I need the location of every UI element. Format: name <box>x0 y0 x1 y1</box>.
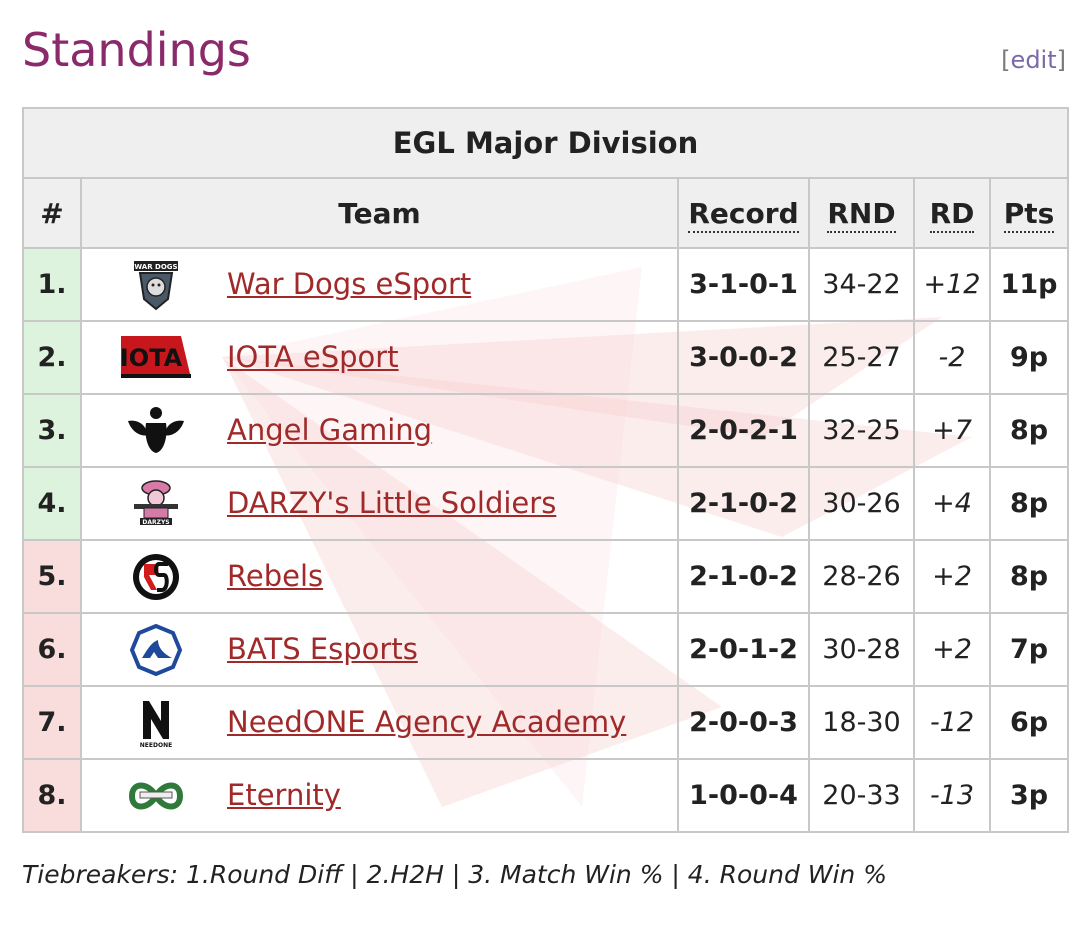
table-caption: EGL Major Division <box>21 107 1070 179</box>
tiebreakers-note: Tiebreakers: 1.Round Diff | 2.H2H | 3. M… <box>22 860 887 889</box>
edit-section-link-wrap: [edit] <box>1001 46 1066 74</box>
svg-text:NEEDONE: NEEDONE <box>140 742 172 749</box>
iota-logo-icon[interactable]: IOTA <box>116 332 196 384</box>
team-cell: Rebels <box>80 539 679 614</box>
pts-cell: 3p <box>988 758 1070 833</box>
rd-cell: +2 <box>913 612 991 687</box>
rd-cell: -13 <box>913 758 991 833</box>
table-header-row: # Team Record RND RD Pts <box>22 177 1070 249</box>
rd-cell: +2 <box>913 539 991 614</box>
col-header-record[interactable]: Record <box>677 177 810 249</box>
col-header-team: Team <box>80 177 679 249</box>
rebels-logo-icon[interactable] <box>116 551 196 603</box>
team-link[interactable]: DARZY's Little Soldiers <box>227 486 557 520</box>
team-link[interactable]: NeedONE Agency Academy <box>227 705 627 739</box>
rd-cell: +7 <box>913 393 991 468</box>
rank-cell: 4. <box>22 466 82 541</box>
pts-cell: 8p <box>988 466 1070 541</box>
svg-text:WAR DOGS: WAR DOGS <box>134 263 177 271</box>
eternity-logo-icon[interactable] <box>116 770 196 822</box>
needone-logo-icon[interactable]: NEEDONE <box>116 697 196 749</box>
team-link[interactable]: Rebels <box>227 559 324 593</box>
war-dogs-logo-icon[interactable]: WAR DOGS <box>116 259 196 311</box>
rnd-cell: 28-26 <box>808 539 915 614</box>
table-row: 8. Eternity 1-0-0-4 20-33 -13 3p <box>22 758 1070 833</box>
rank-cell: 2. <box>22 320 82 395</box>
team-cell: WAR DOGS War Dogs eSport <box>80 247 679 322</box>
team-cell: BATS Esports <box>80 612 679 687</box>
record-cell: 2-1-0-2 <box>677 466 810 541</box>
rank-cell: 7. <box>22 685 82 760</box>
rank-cell: 1. <box>22 247 82 322</box>
bats-logo-icon[interactable] <box>116 624 196 676</box>
pts-cell: 9p <box>988 320 1070 395</box>
standings-table-wrap: EGL Major Division # Team Record RND RD … <box>21 107 1070 849</box>
table-row: 4. DARZYS DARZY's Little Soldiers 2-1-0-… <box>22 466 1070 541</box>
page-title: Standings <box>22 23 251 77</box>
col-header-rnd[interactable]: RND <box>808 177 915 249</box>
rnd-cell: 20-33 <box>808 758 915 833</box>
pts-cell: 8p <box>988 539 1070 614</box>
team-link[interactable]: Angel Gaming <box>227 413 433 447</box>
rank-cell: 6. <box>22 612 82 687</box>
rd-cell: +4 <box>913 466 991 541</box>
record-cell: 2-0-1-2 <box>677 612 810 687</box>
table-row: 7. NEEDONE NeedONE Agency Academy 2-0-0-… <box>22 685 1070 760</box>
record-cell: 1-0-0-4 <box>677 758 810 833</box>
team-link[interactable]: BATS Esports <box>227 632 418 666</box>
team-cell: Eternity <box>80 758 679 833</box>
rnd-cell: 32-25 <box>808 393 915 468</box>
darzys-logo-icon[interactable]: DARZYS <box>116 478 196 530</box>
pts-cell: 11p <box>988 247 1070 322</box>
team-link[interactable]: War Dogs eSport <box>227 267 472 301</box>
angel-gaming-logo-icon[interactable] <box>116 405 196 457</box>
rd-cell: +12 <box>913 247 991 322</box>
rnd-cell: 30-28 <box>808 612 915 687</box>
pts-cell: 6p <box>988 685 1070 760</box>
rd-cell: -2 <box>913 320 991 395</box>
table-row: 6. BATS Esports 2-0-1-2 30-28 +2 7p <box>22 612 1070 687</box>
team-cell: Angel Gaming <box>80 393 679 468</box>
edit-link[interactable]: edit <box>1010 46 1057 74</box>
pts-cell: 7p <box>988 612 1070 687</box>
table-row: 2. IOTA IOTA eSport 3-0-0-2 25-27 -2 9p <box>22 320 1070 395</box>
col-header-rd[interactable]: RD <box>913 177 991 249</box>
rd-cell: -12 <box>913 685 991 760</box>
table-row: 3. Angel Gaming 2-0-2-1 32-25 +7 8p <box>22 393 1070 468</box>
col-header-pts[interactable]: Pts <box>988 177 1070 249</box>
team-cell: IOTA IOTA eSport <box>80 320 679 395</box>
team-cell: DARZYS DARZY's Little Soldiers <box>80 466 679 541</box>
table-row: 1. WAR DOGS War Dogs eSport 3-1-0-1 34-2… <box>22 247 1070 322</box>
record-cell: 2-0-2-1 <box>677 393 810 468</box>
record-cell: 2-0-0-3 <box>677 685 810 760</box>
rnd-cell: 34-22 <box>808 247 915 322</box>
rnd-cell: 30-26 <box>808 466 915 541</box>
svg-text:DARZYS: DARZYS <box>142 519 169 526</box>
svg-text:IOTA: IOTA <box>120 344 183 372</box>
record-cell: 2-1-0-2 <box>677 539 810 614</box>
rank-cell: 5. <box>22 539 82 614</box>
table-row: 5. Rebels 2-1-0-2 28-26 +2 8p <box>22 539 1070 614</box>
pts-cell: 8p <box>988 393 1070 468</box>
team-cell: NEEDONE NeedONE Agency Academy <box>80 685 679 760</box>
rank-cell: 8. <box>22 758 82 833</box>
rnd-cell: 18-30 <box>808 685 915 760</box>
team-link[interactable]: Eternity <box>227 778 341 812</box>
col-header-rank: # <box>22 177 82 249</box>
rank-cell: 3. <box>22 393 82 468</box>
standings-table: EGL Major Division # Team Record RND RD … <box>21 107 1070 833</box>
rnd-cell: 25-27 <box>808 320 915 395</box>
record-cell: 3-0-0-2 <box>677 320 810 395</box>
record-cell: 3-1-0-1 <box>677 247 810 322</box>
team-link[interactable]: IOTA eSport <box>227 340 399 374</box>
